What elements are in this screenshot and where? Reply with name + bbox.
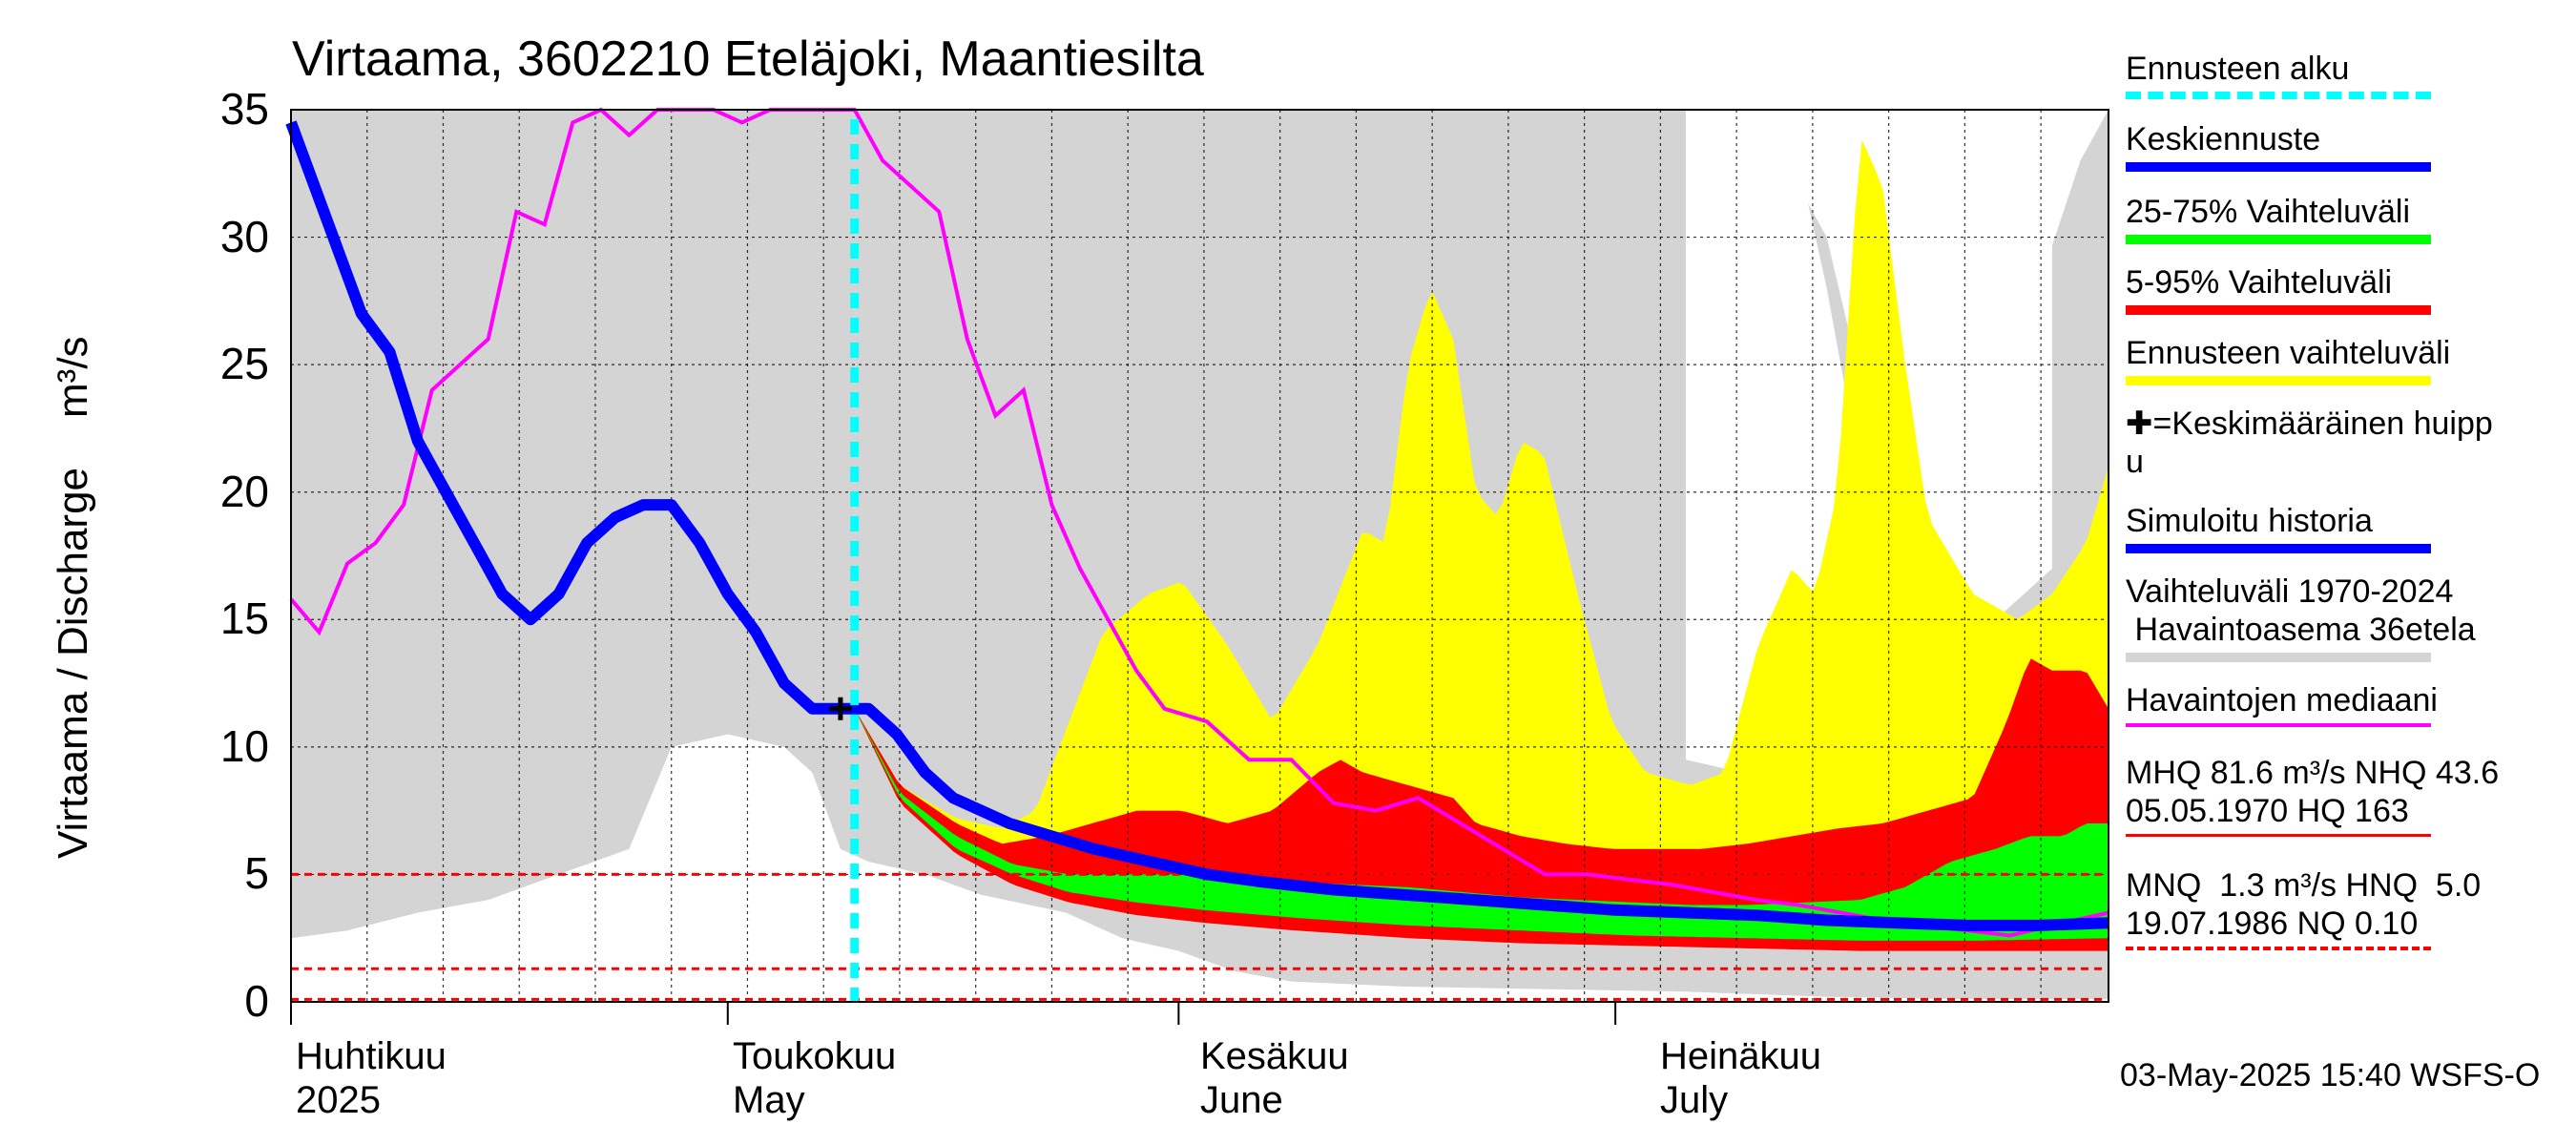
month-label-july: Heinäkuu July: [1660, 1034, 1821, 1122]
band-25-75: [854, 708, 2109, 941]
y-axis-title: Virtaama / Discharge: [50, 467, 96, 859]
legend-item-forecast-start: Ennusteen alku: [2126, 50, 2431, 99]
month-label-fi: Kesäkuu: [1200, 1035, 1349, 1077]
legend-item-mhq: MHQ 81.6 m³/s NHQ 43.6 05.05.1970 HQ 163: [2126, 754, 2500, 837]
y-tick-label: 20: [219, 466, 269, 516]
legend-swatch: [2126, 947, 2431, 950]
legend-swatch: [2126, 92, 2431, 99]
y-axis-unit: m³/s: [50, 336, 96, 418]
range-bands: [291, 110, 2109, 1000]
y-tick-label: 0: [244, 976, 269, 1026]
timestamp-footer: 03-May-2025 15:40 WSFS-O: [2120, 1057, 2541, 1093]
plot-frame: [290, 109, 2109, 1003]
legend-label-cont: Havaintoasema 36etela: [2126, 612, 2476, 648]
mean-peak-marker: [828, 697, 852, 720]
y-tick-label: 30: [219, 211, 269, 261]
legend-item-median: Havaintojen mediaani: [2126, 681, 2438, 727]
legend-label: MNQ 1.3 m³/s HNQ 5.0: [2126, 867, 2482, 904]
series-line-sim-history: [285, 120, 2109, 931]
legend-label-cont: 19.07.1986 NQ 0.10: [2126, 906, 2419, 942]
month-label-may: Toukokuu May: [733, 1034, 896, 1122]
month-label-en: 2025: [296, 1079, 381, 1121]
legend-label: Simuloitu historia: [2126, 503, 2373, 539]
legend-label: Ennusteen alku: [2126, 51, 2350, 87]
month-label-fi: Toukokuu: [733, 1035, 897, 1077]
month-label-en: June: [1200, 1079, 1283, 1121]
band-historical-gap: [1925, 160, 2052, 645]
legend-label: 25-75% Vaihteluväli: [2126, 194, 2410, 230]
month-label-fi: Heinäkuu: [1660, 1035, 1822, 1077]
y-tick-label: 15: [219, 593, 269, 644]
legend-item-range-5-95: 5-95% Vaihteluväli: [2126, 263, 2431, 315]
legend-label-cont: 05.05.1970 HQ 163: [2126, 793, 2409, 829]
month-label-fi: Huhtikuu: [296, 1035, 447, 1077]
month-label-en: July: [1660, 1079, 1729, 1121]
legend-label: 5-95% Vaihteluväli: [2126, 264, 2393, 301]
series-lines: [285, 107, 2109, 1002]
legend-item-hist-range: Vaihteluväli 1970-2024 Havaintoasema 36e…: [2126, 572, 2476, 662]
month-label-en: May: [733, 1079, 805, 1121]
y-tick-label: 5: [244, 848, 269, 899]
legend: Ennusteen alku Keskiennuste 25-75% Vaiht…: [2126, 0, 2576, 1145]
y-tick-label: 35: [219, 84, 269, 134]
series-line-median: [289, 107, 2109, 938]
legend-label: Ennusteen vaihteluväli: [2126, 335, 2451, 371]
legend-swatch: [2126, 723, 2431, 727]
month-label-june: Kesäkuu June: [1200, 1034, 1349, 1122]
legend-swatch: [2126, 305, 2431, 315]
legend-item-mnq: MNQ 1.3 m³/s HNQ 5.0 19.07.1986 NQ 0.10: [2126, 866, 2482, 950]
y-axis-label: Virtaama / Discharge m³/s: [50, 336, 97, 859]
legend-item-sim-history: Simuloitu historia: [2126, 502, 2431, 553]
legend-swatch: [2126, 376, 2431, 385]
legend-label: Keskiennuste: [2126, 121, 2321, 157]
legend-item-range-25-75: 25-75% Vaihteluväli: [2126, 193, 2431, 244]
month-label-april: Huhtikuu 2025: [296, 1034, 447, 1122]
chart-title: Virtaama, 3602210 Eteläjoki, Maantiesilt…: [292, 31, 1204, 87]
legend-swatch: [2126, 162, 2431, 172]
y-tick-label: 10: [219, 720, 269, 771]
legend-label: Vaihteluväli 1970-2024: [2126, 573, 2454, 610]
legend-label: MHQ 81.6 m³/s NHQ 43.6: [2126, 755, 2500, 791]
legend-item-forecast-range: Ennusteen vaihteluväli: [2126, 334, 2451, 385]
legend-swatch: [2126, 235, 2431, 244]
legend-item-mean-forecast: Keskiennuste: [2126, 120, 2431, 172]
y-tick-label: 25: [219, 339, 269, 389]
legend-label: ✚=Keskimääräinen huipp: [2126, 406, 2493, 442]
legend-swatch: [2126, 834, 2431, 837]
legend-swatch: [2126, 544, 2431, 553]
legend-swatch: [2126, 653, 2431, 662]
band-forecast-range: [854, 139, 2109, 947]
legend-label: Havaintojen mediaani: [2126, 682, 2438, 718]
legend-item-mean-peak: ✚=Keskimääräinen huipp u: [2126, 405, 2493, 481]
legend-label-cont: u: [2126, 444, 2144, 480]
